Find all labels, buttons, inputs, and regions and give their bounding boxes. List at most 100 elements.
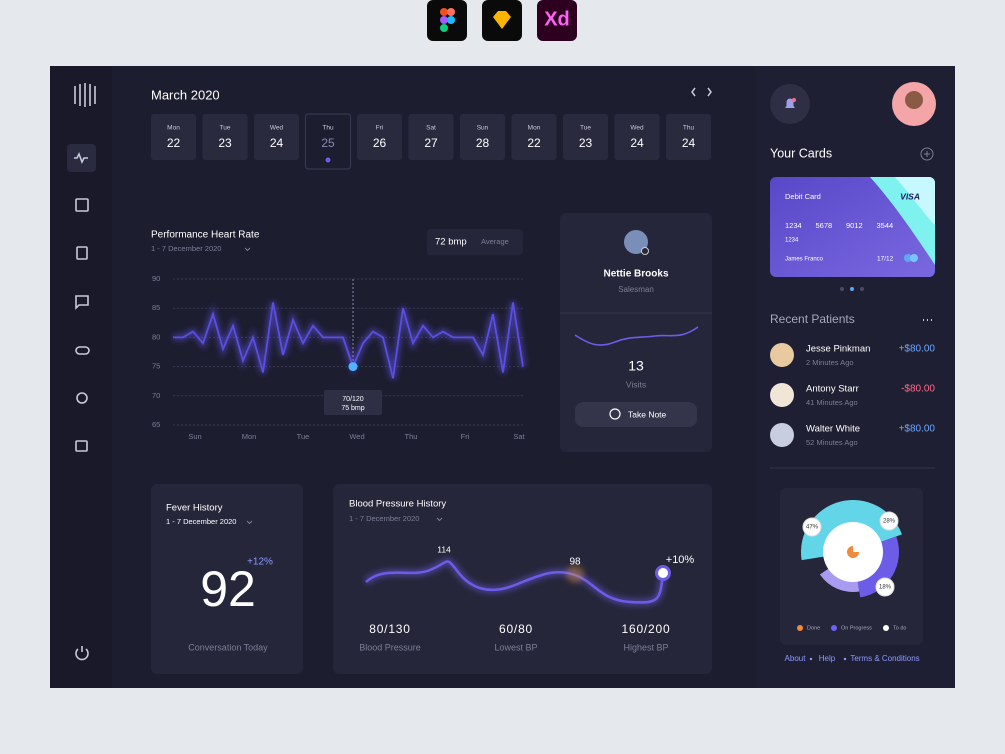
selected-dot [325,157,331,163]
day-tile[interactable] [151,114,196,160]
day-tile[interactable] [511,114,557,160]
footer-separator [809,657,813,661]
visits-sparkline [574,326,699,346]
bp-subtitle: 1 - 7 December 2020 [349,514,419,523]
day-tile-selected[interactable] [305,113,351,170]
heart-rate-line [173,302,524,379]
day-tile[interactable] [666,114,711,160]
calendar-strip: Mon 22 Tue 23 Wed 24 Thu 25 Fri 26 Sat 27 Sun 28 Mon 22… [151,113,711,170]
pager-dot[interactable] [850,287,854,291]
bp-stats: 80/130 Blood Pressure 60/80 Lowest BP 160/20… [359,622,669,652]
day-tile[interactable] [614,114,660,160]
fever-caption: Conversation Today [188,642,268,652]
nav-settings[interactable] [76,392,88,404]
bp-stat-value: 80/130 [369,622,411,636]
pager-dot[interactable] [840,287,844,291]
day-tile[interactable] [202,114,248,160]
day-weekday: Thu [683,125,695,132]
nav-toggle[interactable] [75,346,90,355]
add-card-button[interactable] [920,147,934,161]
card-expiry: 17/12 [877,256,894,263]
dropdown-chevron[interactable] [246,520,253,525]
progress-donut: 47% 28% 18% Done On Progress To do [797,500,906,631]
calendar-arrows[interactable] [691,87,712,97]
nav-active[interactable] [67,144,96,172]
dropdown-chevron[interactable] [436,517,443,522]
dropdown-chevron[interactable] [244,247,251,252]
cards-title: Your Cards [770,146,832,160]
nav-messages[interactable] [75,295,89,310]
doctor-avatar [624,230,648,254]
fever-title: Fever History [166,503,223,514]
doctor-card [560,213,712,452]
bp-stat-label: Lowest BP [494,642,537,652]
day-date: 23 [579,136,593,150]
doctor-role: Salesman [618,285,654,294]
day-weekday: Thu [322,125,334,132]
label-bubble [802,517,822,537]
label-bubble [879,511,899,531]
footer-link[interactable]: Help [819,654,836,663]
day-date: 23 [218,136,232,150]
day-tile[interactable] [563,114,608,160]
day-weekday: Wed [270,125,284,132]
day-date: 27 [424,136,438,150]
badge-value: 72 bmp [435,237,467,248]
day-date: 25 [321,136,335,150]
take-note-label[interactable]: Take Note [628,409,667,419]
nav-power[interactable] [75,646,89,661]
nav-calendar[interactable] [75,198,89,212]
legend-swatch [831,625,837,631]
y-tick-label: 85 [152,303,160,312]
figma-dot [447,16,455,24]
chart-title: Performance Heart Rate [151,230,260,241]
month-title: March 2020 [151,87,220,102]
take-note-button[interactable] [575,402,697,427]
patient-name: Antony Starr [806,384,859,395]
bp-stat-label: Blood Pressure [359,642,421,652]
figma-dot [447,8,455,16]
card-chip [910,254,918,262]
x-tick-label: Fri [461,432,470,441]
nav-clipboard[interactable] [76,246,88,260]
bp-stat-value: 60/80 [499,622,533,636]
nav-news[interactable] [75,440,88,452]
patient-name: Jesse Pinkman [806,344,870,355]
x-tick-label: Tue [297,432,310,441]
bp-stat-label: Highest BP [623,642,668,652]
footer-link[interactable]: Terms & Conditions [850,654,919,663]
day-tile[interactable] [408,114,454,160]
day-weekday: Sat [426,125,436,132]
day-weekday: Tue [220,125,231,132]
slice-label: 28% [883,519,896,525]
legend-label: On Progress [841,625,872,631]
debit-card[interactable] [770,177,935,277]
x-tick-label: Wed [349,432,364,441]
status-dot [641,247,649,255]
sketch-gem [493,11,511,29]
day-tile[interactable] [460,114,505,160]
bp-wave [365,560,665,604]
y-tick-label: 75 [152,362,160,371]
card-holder: James Franco [785,257,824,263]
x-tick-label: Mon [242,432,257,441]
pager-dot[interactable] [860,287,864,291]
heart-rate-chart: 90 85 80 75 70 65 Sun Mon Tue Wed Thu Fri Sat 70/120 7… [152,274,526,441]
day-tile[interactable] [357,114,402,160]
xd-icon [537,0,577,41]
center-icon [847,546,859,558]
footer-link[interactable]: About [785,654,807,663]
chart-subtitle: 1 - 7 December 2020 [151,244,221,253]
day-tile[interactable] [254,114,299,160]
patients-list: Jesse Pinkman 2 Minutes Ago +$80.00 Antony … [770,343,935,447]
day-date: 22 [527,136,541,150]
footer: About Help Terms & Conditions [785,654,920,663]
badge-label: Average [481,237,509,246]
day-date: 24 [630,136,644,150]
day-date: 24 [270,136,284,150]
nav-activity[interactable] [74,152,88,164]
xd-label: Xd [544,8,570,30]
figma-dot [440,16,448,24]
